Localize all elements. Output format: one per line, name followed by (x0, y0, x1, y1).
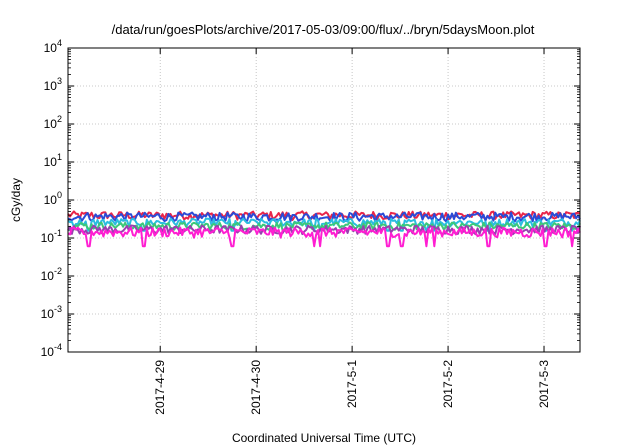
y-tick-label: 100 (44, 190, 62, 207)
y-tick-label: 102 (44, 114, 62, 131)
y-tick-label: 10-2 (41, 266, 62, 283)
y-tick-label: 10-3 (41, 304, 62, 321)
x-axis-label: Coordinated Universal Time (UTC) (232, 431, 416, 445)
x-tick-label: 2017-5-1 (345, 360, 359, 408)
x-tick-label: 2017-4-30 (249, 360, 263, 415)
grid-lines (68, 47, 580, 353)
y-axis-label: cGy/day (9, 178, 23, 222)
y-tick-label: 10-1 (41, 228, 62, 245)
x-tick-label: 2017-5-3 (537, 360, 551, 408)
y-axis-ticks: 10-4 10-3 10-2 10-1 100 101 102 103 104 (41, 38, 580, 359)
y-tick-label: 10-4 (41, 342, 62, 359)
chart-title: /data/run/goesPlots/archive/2017-05-03/0… (112, 22, 535, 37)
y-tick-label: 104 (44, 38, 62, 55)
series-line (67, 226, 581, 248)
x-tick-label: 2017-5-2 (441, 360, 455, 408)
x-axis-ticks: 2017-4-29 2017-4-30 2017-5-1 2017-5-2 2017-5… (153, 48, 551, 415)
x-tick-label: 2017-4-29 (153, 360, 167, 415)
data-series (67, 210, 581, 248)
y-tick-label: 101 (44, 152, 62, 169)
series-line (67, 221, 581, 232)
y-tick-label: 103 (44, 76, 62, 93)
series-line (67, 211, 581, 223)
